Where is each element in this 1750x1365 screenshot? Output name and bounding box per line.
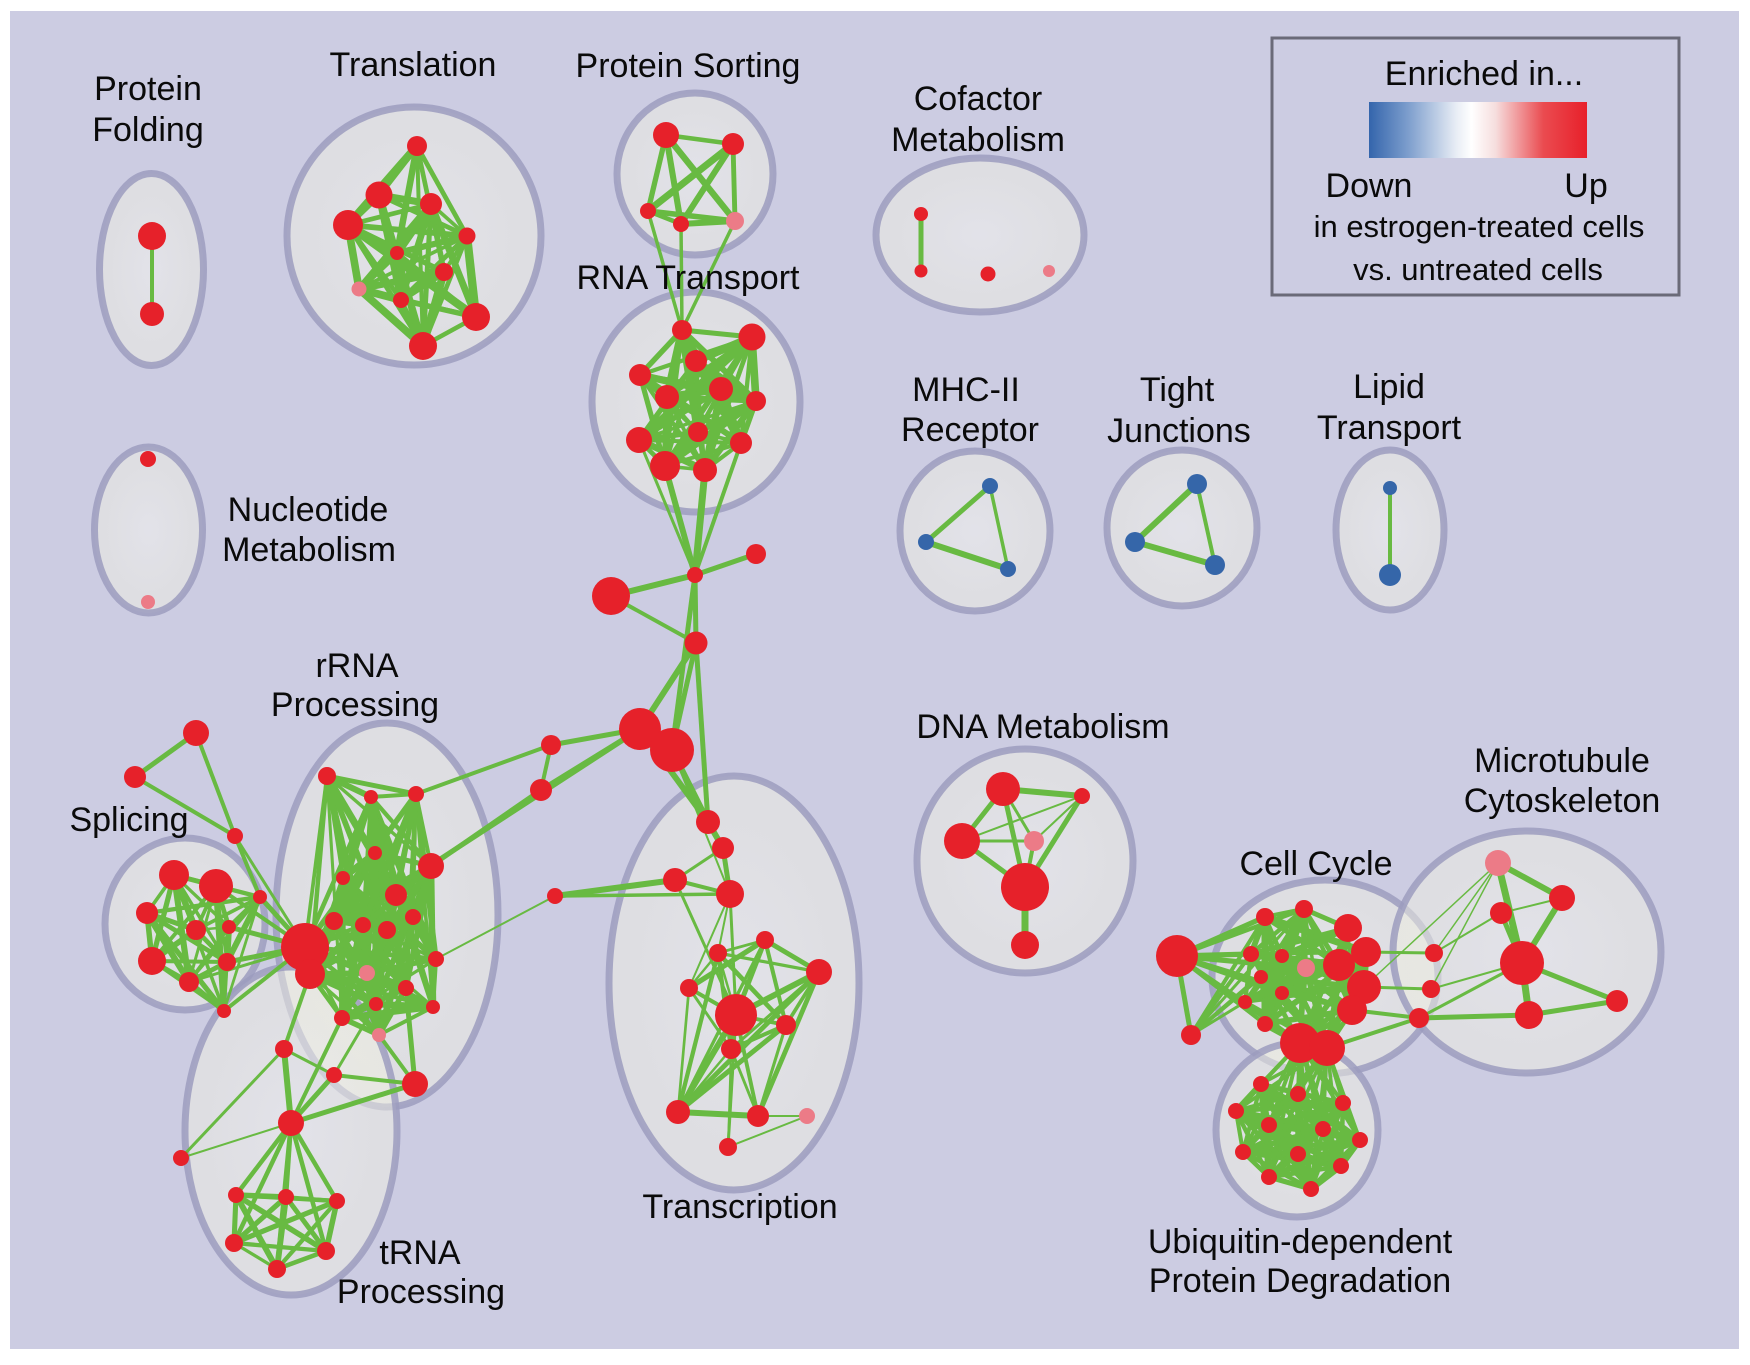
svg-text:rRNA: rRNA xyxy=(315,647,398,685)
svg-text:Down: Down xyxy=(1326,167,1413,205)
svg-text:Junctions: Junctions xyxy=(1107,412,1251,450)
svg-text:Ubiquitin-dependent: Ubiquitin-dependent xyxy=(1148,1223,1453,1261)
svg-text:Nucleotide: Nucleotide xyxy=(228,491,389,529)
svg-text:Protein Degradation: Protein Degradation xyxy=(1149,1262,1451,1300)
svg-text:Cofactor: Cofactor xyxy=(914,80,1043,118)
svg-text:Processing: Processing xyxy=(271,686,439,724)
svg-text:Tight: Tight xyxy=(1140,371,1215,409)
svg-text:Lipid: Lipid xyxy=(1353,368,1425,406)
svg-text:Translation: Translation xyxy=(330,46,497,84)
svg-text:MHC-II: MHC-II xyxy=(912,371,1020,409)
svg-text:Folding: Folding xyxy=(92,111,204,149)
svg-text:Splicing: Splicing xyxy=(69,801,188,839)
svg-text:Metabolism: Metabolism xyxy=(891,121,1065,159)
svg-text:Receptor: Receptor xyxy=(901,411,1039,449)
svg-text:Transcription: Transcription xyxy=(642,1188,837,1226)
svg-text:Cytoskeleton: Cytoskeleton xyxy=(1464,782,1661,820)
svg-text:Protein Sorting: Protein Sorting xyxy=(576,47,801,85)
svg-text:RNA Transport: RNA Transport xyxy=(577,259,801,297)
svg-text:Microtubule: Microtubule xyxy=(1474,742,1650,780)
svg-text:Protein: Protein xyxy=(94,70,202,108)
svg-text:vs. untreated cells: vs. untreated cells xyxy=(1353,252,1603,287)
svg-text:DNA Metabolism: DNA Metabolism xyxy=(916,708,1169,746)
svg-text:Up: Up xyxy=(1564,167,1607,205)
svg-text:Cell Cycle: Cell Cycle xyxy=(1239,845,1392,883)
svg-text:Transport: Transport xyxy=(1317,409,1462,447)
svg-text:tRNA: tRNA xyxy=(379,1234,461,1272)
svg-text:Metabolism: Metabolism xyxy=(222,531,396,569)
svg-text:Enriched in...: Enriched in... xyxy=(1385,55,1583,93)
svg-text:in estrogen-treated cells: in estrogen-treated cells xyxy=(1314,209,1645,244)
svg-text:Processing: Processing xyxy=(337,1273,505,1311)
